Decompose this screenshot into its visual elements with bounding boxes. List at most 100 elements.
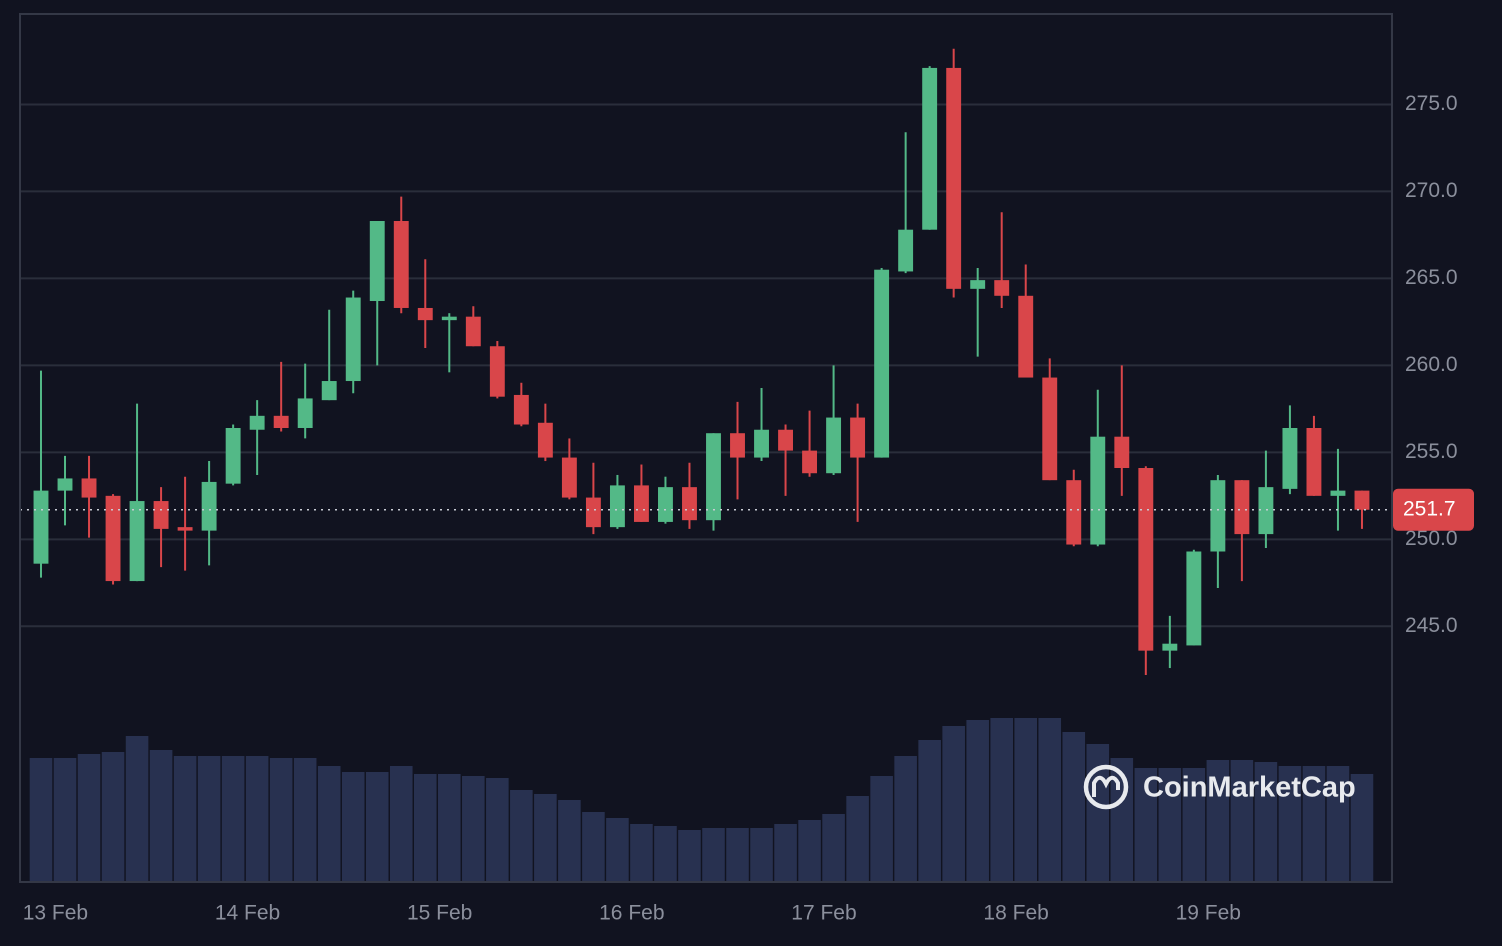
candle-body [57, 478, 73, 491]
watermark-logo [1083, 764, 1129, 810]
candle-body [33, 490, 49, 564]
candle-body [922, 67, 938, 230]
candle-body [297, 398, 313, 428]
candle-body [706, 433, 721, 521]
candle-body [633, 485, 649, 522]
candle-body [802, 450, 818, 474]
candle-body [561, 457, 577, 498]
candle-body [441, 316, 457, 321]
volume-bar [582, 812, 605, 882]
x-tick-label: 19 Feb [1176, 902, 1241, 925]
y-tick-label: 265.0 [1405, 266, 1458, 289]
volume-bar [1350, 774, 1374, 882]
volume-bar [1230, 760, 1254, 882]
plot-frame [19, 13, 1393, 883]
candle-body [369, 220, 385, 302]
candle-body [658, 487, 673, 522]
volume-bar [726, 828, 749, 882]
volume-bar [317, 766, 341, 882]
volume-bar [365, 772, 389, 882]
volume-bar [630, 824, 653, 882]
candle-body [393, 220, 409, 308]
y-tick-label: 245.0 [1405, 614, 1458, 637]
volume-bar [389, 766, 413, 882]
candle-body [1042, 377, 1058, 481]
x-tick-label: 14 Feb [215, 902, 280, 925]
candle-body [898, 229, 914, 272]
candle-body [489, 346, 505, 397]
candle-body [826, 417, 842, 474]
volume-bar [1206, 760, 1230, 882]
volume-bar [750, 828, 773, 882]
candle-body [1018, 295, 1034, 378]
volume-bar [1278, 766, 1302, 882]
candle-body [225, 427, 241, 484]
volume-bar [1158, 768, 1182, 882]
candle-body [850, 417, 866, 458]
volume-bar [486, 778, 509, 882]
x-tick-label: 13 Feb [23, 902, 88, 925]
volume-bar [1326, 766, 1350, 882]
candle-body [321, 381, 337, 401]
y-tick-label: 255.0 [1405, 440, 1458, 463]
volume-bar [197, 756, 221, 882]
candle-body [201, 481, 217, 531]
volume-bar [1182, 768, 1206, 882]
candle-body [1162, 643, 1178, 651]
candle-body [1090, 436, 1106, 545]
watermark-logo-m [1092, 775, 1120, 797]
volume-bar [534, 794, 557, 882]
volume-bar [438, 774, 461, 882]
candle-body [177, 527, 193, 531]
volume-bar [870, 776, 893, 882]
volume-bar [990, 718, 1013, 882]
candle-body [1330, 490, 1346, 496]
candle-body [81, 478, 97, 498]
volume-bar [1038, 718, 1062, 882]
candle-body [609, 485, 625, 528]
volume-bar [798, 820, 821, 882]
candle-body [874, 269, 890, 458]
volume-bar [654, 826, 677, 882]
candle-body [946, 67, 962, 289]
volume-bar [125, 736, 149, 882]
volume-bar [606, 818, 629, 882]
volume-bar [101, 752, 125, 882]
candle-body [1234, 480, 1250, 535]
candle-body [730, 433, 745, 458]
volume-bar [221, 756, 245, 882]
candle-body [345, 297, 361, 382]
candle-body [1258, 487, 1274, 535]
candle-body [249, 415, 265, 430]
volume-bar [1302, 766, 1326, 882]
last-price-label: 251.7 [1403, 497, 1456, 520]
candle-body [1066, 480, 1082, 545]
volume-bar [269, 758, 293, 882]
candle-body [417, 307, 433, 321]
y-tick-label: 260.0 [1405, 353, 1458, 376]
grid-layer [20, 103, 1392, 628]
volume-bar [510, 790, 533, 882]
volume-bar [942, 726, 965, 882]
last-price-badge [1393, 488, 1474, 531]
candle-layer [20, 48, 1392, 676]
volume-bar [774, 824, 797, 882]
candle-body [153, 501, 169, 529]
candle-body [585, 497, 601, 528]
volume-bar [1062, 732, 1086, 882]
x-tick-label: 17 Feb [791, 902, 856, 925]
volume-bar [53, 758, 77, 882]
x-tick-label: 18 Feb [983, 902, 1048, 925]
candle-body [1210, 480, 1226, 552]
volume-bar [462, 776, 485, 882]
volume-bar [918, 740, 941, 882]
volume-bar [29, 758, 53, 882]
candle-body [682, 487, 697, 521]
candle-body [1114, 436, 1130, 469]
candle-body [754, 429, 769, 458]
candle-body [465, 316, 481, 347]
volume-bar [1014, 718, 1038, 882]
volume-bar [245, 756, 269, 882]
candle-body [994, 280, 1010, 296]
volume-bar [702, 828, 725, 882]
